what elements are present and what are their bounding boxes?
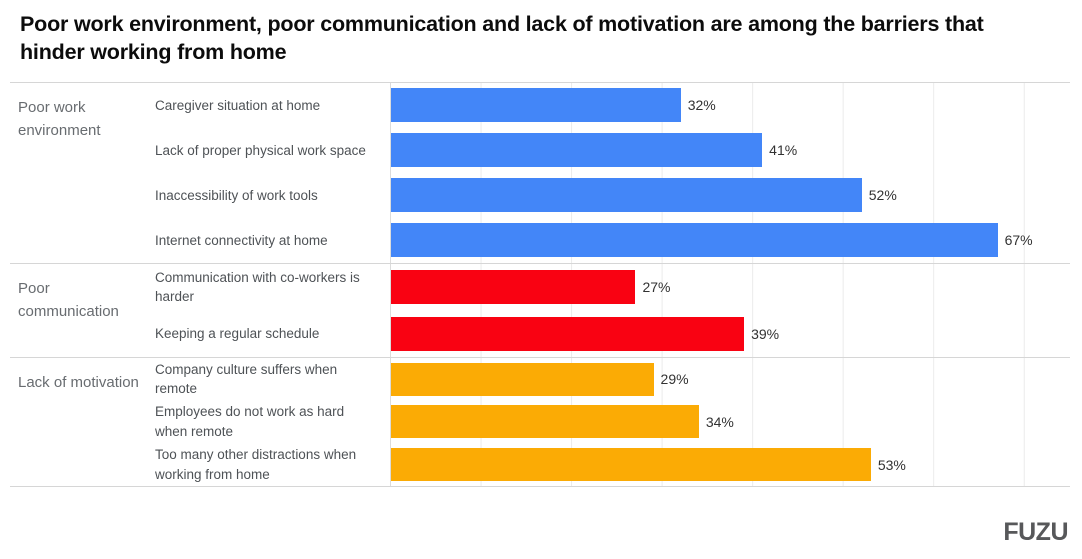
bar-area: 52% <box>390 172 1070 218</box>
group-label: Poor communication <box>18 279 119 321</box>
category-label: Caregiver situation at home <box>155 97 321 113</box>
chart-row: Caregiver situation at home 32% <box>155 82 1070 128</box>
bar-area: 39% <box>390 310 1070 357</box>
bar <box>391 448 871 482</box>
value-label: 34% <box>705 413 734 430</box>
category-label: Inaccessibility of work tools <box>155 187 318 203</box>
barrier-bar-chart: Poor work environment Caregiver situatio… <box>10 81 1070 487</box>
bar-area: 53% <box>390 443 1070 486</box>
chart-row: Company culture suffers when remote 29% <box>155 357 1070 401</box>
category-label: Keeping a regular schedule <box>155 325 320 341</box>
bar-area: 27% <box>390 263 1070 311</box>
chart-group: Poor work environment Caregiver situatio… <box>10 81 1070 263</box>
bar <box>391 316 745 351</box>
category-label: Too many other distractions when working… <box>155 447 357 482</box>
bar-area: 29% <box>390 357 1070 401</box>
bar <box>391 270 636 305</box>
value-label: 41% <box>769 142 798 159</box>
value-label: 67% <box>1004 232 1033 249</box>
group-label: Poor work environment <box>18 98 101 140</box>
chart-row: Too many other distractions when working… <box>155 443 1070 486</box>
chart-row: Lack of proper physical work space 41% <box>155 127 1070 173</box>
value-label: 32% <box>687 97 716 114</box>
bar <box>391 133 763 168</box>
chart-row: Keeping a regular schedule 39% <box>155 310 1070 357</box>
value-label: 53% <box>877 456 906 473</box>
bar <box>391 88 681 123</box>
bar <box>391 362 654 396</box>
category-label: Company culture suffers when remote <box>155 361 338 397</box>
chart-group: Lack of motivation Company culture suffe… <box>10 356 1070 486</box>
fuzu-logo: FUZU <box>1003 518 1068 546</box>
bar-area: 41% <box>390 127 1070 173</box>
bar-area: 34% <box>390 400 1070 444</box>
bar-area: 32% <box>390 82 1070 128</box>
chart-title: Poor work environment, poor communicatio… <box>20 12 984 64</box>
footer: FUZU <box>1003 518 1068 547</box>
category-label: Lack of proper physical work space <box>155 142 366 158</box>
group-rows: Company culture suffers when remote 29% … <box>155 357 1070 486</box>
bar <box>391 223 998 258</box>
chart-groups: Poor work environment Caregiver situatio… <box>10 81 1070 486</box>
value-label: 39% <box>751 325 780 342</box>
category-label: Communication with co-workers is harder <box>155 269 360 305</box>
chart-row: Internet connectivity at home 67% <box>155 217 1070 263</box>
bar <box>391 405 699 439</box>
group-label: Lack of motivation <box>18 373 139 391</box>
value-label: 29% <box>660 371 689 388</box>
category-label: Employees do not work as hard when remot… <box>155 404 345 439</box>
value-label: 52% <box>868 187 897 204</box>
value-label: 27% <box>642 279 671 296</box>
bar <box>391 178 862 213</box>
chart-row: Employees do not work as hard when remot… <box>155 400 1070 444</box>
chart-row: Communication with co-workers is harder … <box>155 263 1070 311</box>
chart-row: Inaccessibility of work tools 52% <box>155 172 1070 218</box>
category-label: Internet connectivity at home <box>155 232 328 248</box>
bar-area: 67% <box>390 217 1070 263</box>
group-rows: Communication with co-workers is harder … <box>155 263 1070 357</box>
group-rows: Caregiver situation at home 32% Lack of … <box>155 82 1070 263</box>
chart-group: Poor communication Communication with co… <box>10 262 1070 357</box>
